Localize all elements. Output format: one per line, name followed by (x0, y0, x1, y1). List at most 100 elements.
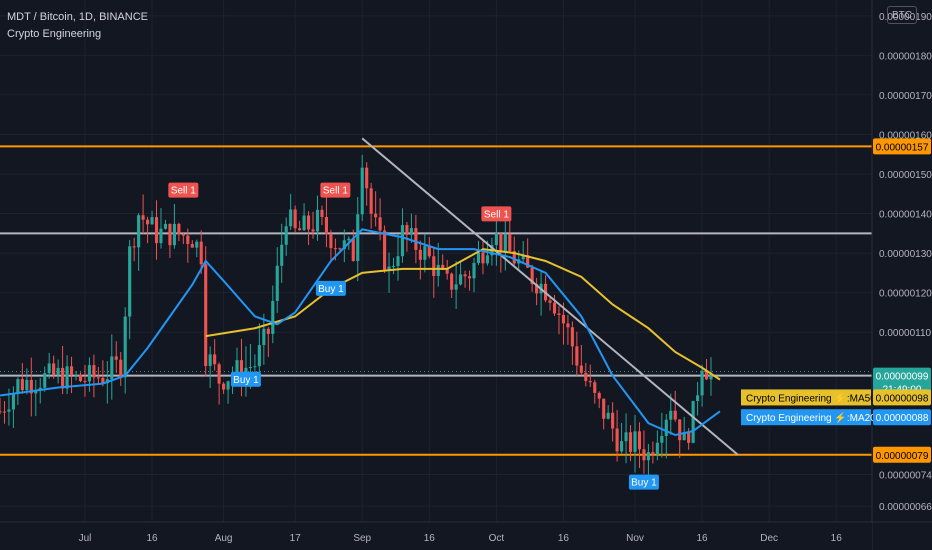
candle-body (52, 363, 56, 376)
candle-body (526, 255, 530, 268)
buy-signal-badge[interactable] (230, 371, 261, 387)
candle-body (611, 412, 615, 429)
candle-body (651, 452, 655, 455)
price-tick-label: 0.00000120 (879, 289, 932, 300)
candle-body (476, 252, 481, 263)
price-tick-label: 0.00000190 (879, 12, 932, 23)
candle-body (696, 395, 700, 402)
trend-line[interactable] (361, 137, 739, 456)
candle-body (503, 234, 507, 253)
candle-body (83, 381, 87, 383)
candle-body (96, 377, 100, 379)
time-tick-label: 16 (558, 533, 570, 544)
candle-body (633, 431, 637, 452)
candle-body (557, 313, 561, 315)
candle-body (369, 188, 373, 214)
candle-body (311, 229, 315, 232)
candle-body (154, 217, 159, 244)
candle-body (485, 255, 489, 264)
buy-signal-badge[interactable] (315, 280, 346, 296)
candle-body (360, 167, 364, 215)
price-tag-box (873, 409, 931, 426)
price-tick-label: 0.00000150 (879, 170, 932, 181)
candle-body (383, 230, 387, 270)
price-tag-box (873, 389, 931, 406)
candle-body (432, 256, 436, 276)
candle-body (378, 217, 382, 231)
candle-body (409, 228, 413, 235)
candle-body (678, 419, 682, 441)
candle-body (673, 410, 677, 420)
candle-body (374, 213, 378, 218)
indicator-label: Crypto Engineering ⚡:MA50 (746, 391, 876, 404)
candle-body (257, 345, 261, 367)
candle-body (222, 383, 226, 390)
time-tick-label: Nov (626, 533, 644, 544)
price-tag-label: 0.00000099 (876, 372, 929, 383)
currency-button[interactable]: BTC (887, 6, 917, 24)
candle-body (704, 370, 709, 380)
price-tag-label: 0.00000079 (876, 451, 929, 462)
candle-body (34, 390, 38, 394)
candle-body (356, 214, 360, 261)
sell-signal-label: Sell 1 (323, 186, 348, 197)
candle-body (150, 217, 154, 225)
candle-body (530, 267, 534, 285)
sell-signal-badge[interactable] (168, 182, 199, 198)
candle-body (570, 327, 574, 347)
candle-body (213, 354, 217, 365)
candle-body (450, 273, 454, 290)
candle-body (87, 365, 92, 382)
candle-body (16, 379, 20, 394)
candle-body (682, 432, 686, 441)
candle-body (414, 228, 418, 250)
candle-body (2, 411, 7, 413)
candle-body (387, 266, 391, 270)
candle-body (700, 370, 704, 396)
candle-body (655, 442, 659, 455)
candle-body (172, 223, 176, 246)
candle-body (687, 432, 691, 443)
candle-body (620, 441, 624, 452)
buy-signal-badge[interactable] (628, 474, 659, 490)
candle-body (137, 215, 141, 248)
candle-body (65, 366, 69, 389)
candle-body (365, 167, 369, 189)
candle-body (61, 367, 65, 389)
candle-body (436, 264, 440, 276)
candle-body (47, 363, 51, 374)
candle-body (110, 356, 114, 380)
sell-signal-badge[interactable] (481, 206, 512, 222)
price-tick-label: 0.00000170 (879, 91, 932, 102)
candle-body (119, 359, 123, 378)
candle-body (114, 356, 118, 360)
price-tag-label: 0.00000088 (876, 413, 929, 424)
candle-body (329, 233, 333, 249)
candle-body (333, 248, 337, 250)
candle-body (400, 225, 405, 257)
candle-body (548, 300, 552, 303)
candle-body (535, 284, 539, 294)
time-axis-panel (0, 522, 872, 550)
candle-body (624, 432, 628, 442)
candle-body (199, 241, 203, 265)
sell-signal-badge[interactable] (320, 182, 351, 198)
candle-body (405, 225, 409, 235)
candle-body (217, 364, 221, 384)
price-tick-label: 0.00000140 (879, 210, 932, 221)
candle-body (499, 233, 503, 253)
candle-body (20, 379, 24, 391)
price-tag-label: 0.00000157 (876, 142, 929, 153)
candle-body (508, 234, 512, 252)
candle-body (512, 251, 516, 264)
price-tick-label: 0.00000130 (879, 249, 932, 260)
time-tick-label: Dec (760, 533, 778, 544)
candle-body (628, 432, 633, 452)
candle-body (25, 379, 29, 391)
candle-body (0, 411, 2, 413)
candle-body (266, 328, 270, 334)
candle-body (347, 238, 351, 241)
candle-body (320, 209, 324, 217)
